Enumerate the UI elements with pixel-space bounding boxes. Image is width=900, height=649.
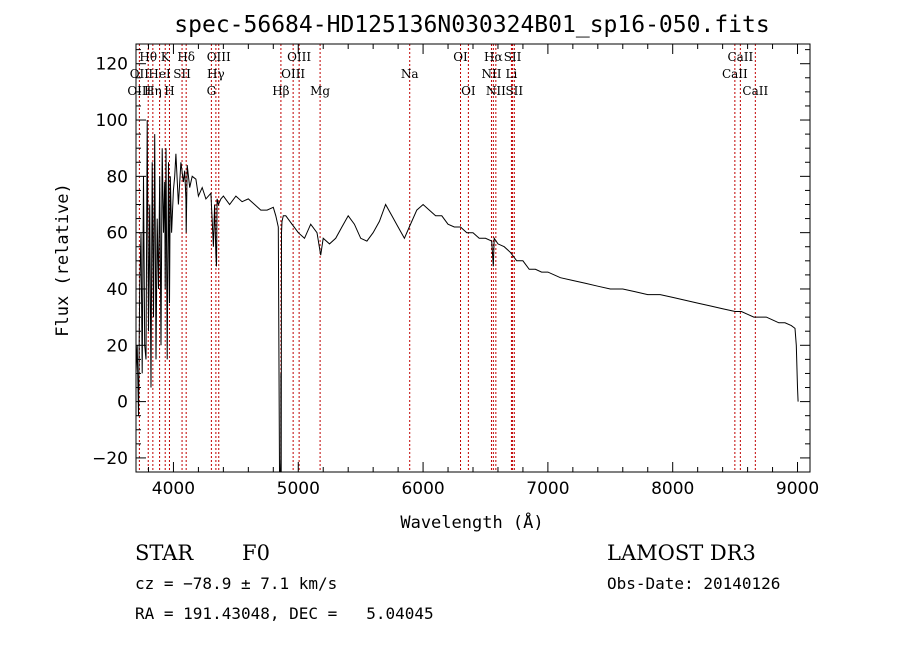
y-tick-label: 100 <box>96 111 128 131</box>
chart-title: spec-56684-HD125136N030324B01_sp16-050.f… <box>174 12 769 38</box>
spectral-line-label: SII <box>504 50 522 64</box>
y-axis-label: Flux (relative) <box>53 183 73 337</box>
y-tick-label: 40 <box>106 280 128 300</box>
coordinates: RA = 191.43048, DEC = 5.04045 <box>135 604 434 623</box>
spectral-line-label: OI <box>453 50 468 64</box>
spectral-line-label: OIII <box>281 67 305 81</box>
plot-frame <box>135 43 811 473</box>
spectral-line-label: Na <box>401 67 419 81</box>
spectral-line-label: SII <box>505 84 523 98</box>
x-tick-label: 4000 <box>152 479 195 499</box>
spectral-line-markers <box>138 44 756 472</box>
spectral-line-label: Li <box>506 67 518 81</box>
spectral-line-label: OIII <box>287 50 311 64</box>
spectral-line-label: G <box>207 84 217 98</box>
survey-name: LAMOST DR3 <box>607 541 756 565</box>
spectral-line-label: Hθ <box>139 50 157 64</box>
y-tick-label: 120 <box>96 55 128 75</box>
y-tick-label: 60 <box>106 224 128 244</box>
object-class: STAR <box>135 541 194 565</box>
spectral-line-label: Hη <box>144 84 162 98</box>
spectral-line-label: SII <box>173 67 191 81</box>
spectral-line-label: Mg <box>310 84 330 98</box>
y-axis: −20 0 20 40 60 80 100 120 <box>92 49 810 469</box>
spectral-line-label: H <box>164 84 174 98</box>
spectral-line-label: K <box>161 50 171 64</box>
spectral-line-label: CaII <box>722 67 748 81</box>
y-tick-label: 20 <box>106 336 128 356</box>
spectral-line-label: CaII <box>742 84 768 98</box>
x-tick-label: 7000 <box>526 479 569 499</box>
object-subclass: F0 <box>242 541 270 565</box>
x-tick-label: 8000 <box>651 479 694 499</box>
x-tick-label: 9000 <box>776 479 819 499</box>
y-tick-label: 80 <box>106 167 128 187</box>
spectral-line-label: HeI <box>148 67 171 81</box>
observation-date: Obs-Date: 20140126 <box>607 574 780 593</box>
redshift-value: cz = −78.9 ± 7.1 km/s <box>135 574 337 593</box>
x-tick-label: 5000 <box>277 479 320 499</box>
spectral-line-label: NII <box>486 84 506 98</box>
spectral-line-label: Hα <box>484 50 503 64</box>
spectral-line-label: OIII <box>127 84 151 98</box>
spectral-line-label: OII <box>130 67 150 81</box>
spectral-line-label: NII <box>481 67 501 81</box>
spectral-line-label: Hβ <box>272 84 289 98</box>
spectral-line-label: OIII <box>207 50 231 64</box>
x-axis-label: Wavelength (Å) <box>400 511 543 533</box>
spectral-line-label: OI <box>461 84 476 98</box>
spectral-line-label: CaII <box>727 50 753 64</box>
spectral-line-label: Hδ <box>177 50 195 64</box>
spectrum-series-line <box>136 119 799 472</box>
spectral-line-label: Hγ <box>207 67 225 81</box>
x-axis: 4000 5000 6000 7000 8000 9000 <box>147 44 819 499</box>
y-tick-label: −20 <box>92 449 128 469</box>
x-tick-label: 6000 <box>401 479 444 499</box>
y-tick-label: 0 <box>117 393 128 413</box>
